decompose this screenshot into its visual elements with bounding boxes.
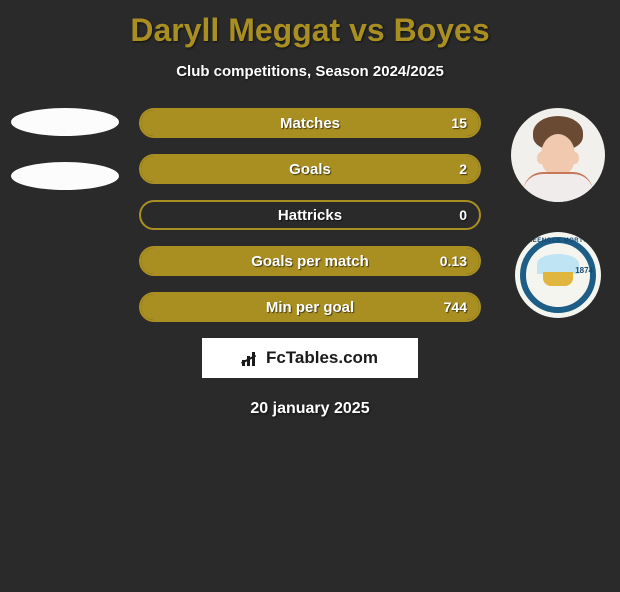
stat-value: 744 [444,294,467,320]
stats-area: GREENOCK MORTON 1874 Matches15 Goals2 Hatt… [0,108,620,322]
subtitle: Club competitions, Season 2024/2025 [0,63,620,80]
left-player-column [0,108,130,216]
stat-row: Matches15 [139,108,481,138]
stat-label: Goals per match [141,248,479,274]
stat-row: Goals2 [139,154,481,184]
stat-label: Matches [141,110,479,136]
stat-row: Hattricks0 [139,200,481,230]
stat-bars: Matches15 Goals2 Hattricks0 Goals per match… [139,108,481,322]
page-title: Daryll Meggat vs Boyes [0,12,620,49]
brand-box[interactable]: FcTables.com [202,338,418,378]
stat-row: Goals per match0.13 [139,246,481,276]
brand-text: FcTables.com [266,348,378,368]
right-player-photo [511,108,605,202]
stat-row: Min per goal744 [139,292,481,322]
stat-label: Min per goal [141,294,479,320]
left-club-badge-placeholder [11,162,119,190]
stat-label: Hattricks [141,202,479,228]
stat-label: Goals [141,156,479,182]
club-badge-year: 1874 [575,266,593,275]
chart-icon [242,350,262,366]
stat-value: 2 [459,156,467,182]
right-player-column: GREENOCK MORTON 1874 [508,108,608,318]
stat-value: 0.13 [440,248,467,274]
right-club-badge: GREENOCK MORTON 1874 [515,232,601,318]
stat-value: 0 [459,202,467,228]
left-player-photo-placeholder [11,108,119,136]
stat-value: 15 [451,110,467,136]
club-badge-text: GREENOCK MORTON [515,238,601,244]
date-text: 20 january 2025 [0,400,620,418]
